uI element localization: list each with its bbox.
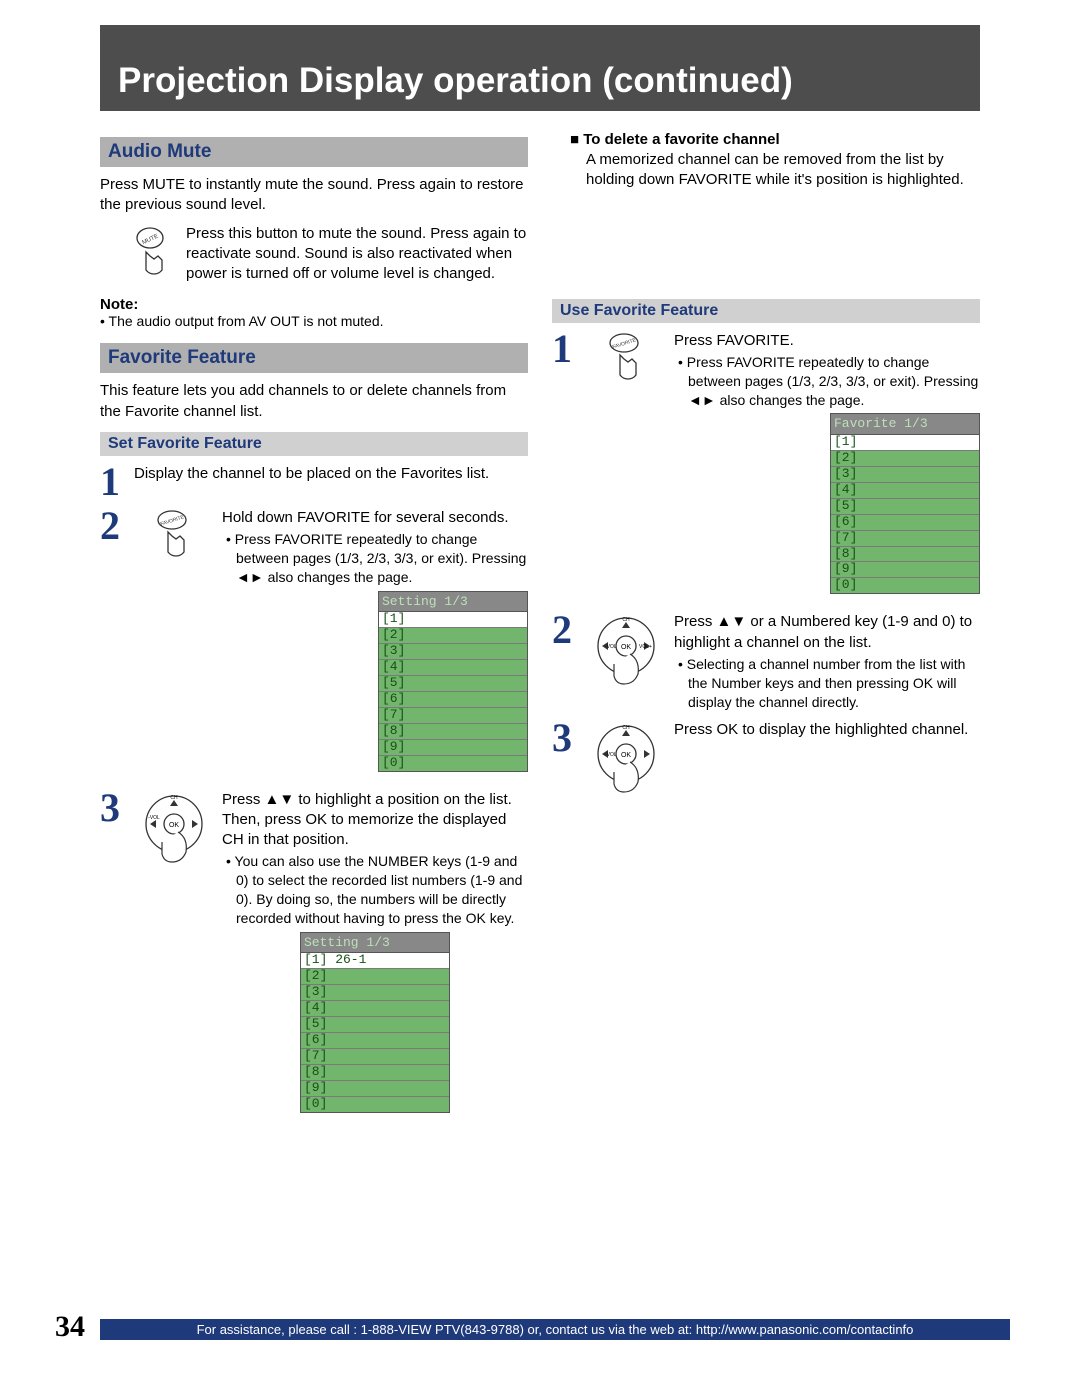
set-step-3-main: Press ▲▼ to highlight a position on the … xyxy=(222,790,528,851)
favorite-button-icon: FAVORITE xyxy=(134,508,214,566)
osd-row: [0] xyxy=(379,756,527,771)
use-step-1-number: 1 xyxy=(552,331,578,367)
set-step-2-main: Hold down FAVORITE for several seconds. xyxy=(222,508,528,528)
osd-row: [5] xyxy=(831,499,979,515)
favorite-button-icon: FAVORITE xyxy=(586,331,666,389)
osd-row: [5] xyxy=(379,676,527,692)
osd-row: [1] xyxy=(831,435,979,451)
use-step-2-number: 2 xyxy=(552,612,578,648)
osd-row: [7] xyxy=(301,1049,449,1065)
delete-favorite-heading: ■ To delete a favorite channel xyxy=(570,131,980,148)
footer-assistance: For assistance, please call : 1-888-VIEW… xyxy=(100,1319,1010,1340)
osd-favorite-title: Favorite 1/3 xyxy=(831,414,979,435)
osd-row: [4] xyxy=(379,660,527,676)
dpad-ok-icon: OK CH CH -VOL xyxy=(134,790,214,880)
svg-text:CH: CH xyxy=(170,795,178,801)
audio-mute-intro: Press MUTE to instantly mute the sound. … xyxy=(100,175,528,216)
subsection-set-favorite: Set Favorite Feature xyxy=(100,432,528,456)
set-step-2-number: 2 xyxy=(100,508,126,544)
osd-row: [6] xyxy=(301,1033,449,1049)
svg-text:OK: OK xyxy=(621,752,631,759)
osd-row: [8] xyxy=(831,547,979,563)
osd-row: [6] xyxy=(379,692,527,708)
top-stripe xyxy=(100,25,980,55)
osd-setting-1: Setting 1/3 [1] [2] [3] [4] [5] [6] [7] … xyxy=(378,591,528,772)
section-favorite-feature: Favorite Feature xyxy=(100,343,528,373)
osd-row: [3] xyxy=(301,985,449,1001)
osd-row: [2] xyxy=(301,969,449,985)
svg-text:VOL+: VOL+ xyxy=(639,644,652,650)
use-step-2-main: Press ▲▼ or a Numbered key (1-9 and 0) t… xyxy=(674,612,980,653)
dpad-ok-icon: OK CH CH -VOL xyxy=(586,720,666,810)
svg-text:CH: CH xyxy=(622,617,630,623)
svg-text:-VOL: -VOL xyxy=(605,752,617,758)
use-step-2-sub: • Selecting a channel number from the li… xyxy=(674,655,980,712)
svg-text:OK: OK xyxy=(621,644,631,651)
osd-row: [1] xyxy=(379,612,527,628)
osd-row: [7] xyxy=(379,708,527,724)
note-text: • The audio output from AV OUT is not mu… xyxy=(100,313,528,329)
osd-row: [6] xyxy=(831,515,979,531)
set-step-2-sub: • Press FAVORITE repeatedly to change be… xyxy=(222,530,528,587)
svg-text:CH: CH xyxy=(622,725,630,731)
osd-row: [8] xyxy=(301,1065,449,1081)
osd-row: [9] xyxy=(301,1081,449,1097)
osd-row: [0] xyxy=(301,1097,449,1112)
use-step-3-main: Press OK to display the highlighted chan… xyxy=(674,720,980,740)
svg-text:-VOL: -VOL xyxy=(605,644,617,650)
dpad-ok-icon: OK CH CH -VOL VOL+ xyxy=(586,612,666,702)
set-step-3-number: 3 xyxy=(100,790,126,826)
set-step-3-sub: • You can also use the NUMBER keys (1-9 … xyxy=(222,852,528,928)
osd-row: [2] xyxy=(379,628,527,644)
osd-row: [5] xyxy=(301,1017,449,1033)
osd-row: [4] xyxy=(831,483,979,499)
section-audio-mute: Audio Mute xyxy=(100,137,528,167)
delete-favorite-text: A memorized channel can be removed from … xyxy=(570,150,980,191)
osd-row: [9] xyxy=(379,740,527,756)
page-number: 34 xyxy=(55,1310,85,1344)
osd-row: [7] xyxy=(831,531,979,547)
set-step-1-number: 1 xyxy=(100,464,126,500)
favorite-intro: This feature lets you add channels to or… xyxy=(100,381,528,422)
osd-setting-2: Setting 1/3 [1] 26-1 [2] [3] [4] [5] [6]… xyxy=(300,932,450,1113)
osd-favorite: Favorite 1/3 [1] [2] [3] [4] [5] [6] [7]… xyxy=(830,413,980,594)
subsection-use-favorite: Use Favorite Feature xyxy=(552,299,980,323)
osd-row: [2] xyxy=(831,451,979,467)
osd-setting-1-title: Setting 1/3 xyxy=(379,592,527,613)
audio-mute-button-desc: Press this button to mute the sound. Pre… xyxy=(186,224,528,285)
osd-row: [8] xyxy=(379,724,527,740)
osd-row: [1] 26-1 xyxy=(301,953,449,969)
osd-row: [4] xyxy=(301,1001,449,1017)
osd-setting-2-title: Setting 1/3 xyxy=(301,933,449,954)
use-step-1-sub: • Press FAVORITE repeatedly to change be… xyxy=(674,353,980,410)
osd-row: [0] xyxy=(831,578,979,593)
osd-row: [3] xyxy=(831,467,979,483)
left-column: Audio Mute Press MUTE to instantly mute … xyxy=(100,131,528,1131)
use-step-1-main: Press FAVORITE. xyxy=(674,331,980,351)
mute-button-icon: MUTE xyxy=(128,224,176,285)
osd-row: [3] xyxy=(379,644,527,660)
svg-text:-VOL: -VOL xyxy=(148,815,160,821)
use-step-3-number: 3 xyxy=(552,720,578,756)
note-label: Note: xyxy=(100,296,528,313)
osd-row: [9] xyxy=(831,562,979,578)
svg-text:OK: OK xyxy=(169,822,179,829)
set-step-1-text: Display the channel to be placed on the … xyxy=(134,464,528,484)
page-title: Projection Display operation (continued) xyxy=(100,55,980,111)
right-column: ■ To delete a favorite channel A memoriz… xyxy=(552,131,980,1131)
